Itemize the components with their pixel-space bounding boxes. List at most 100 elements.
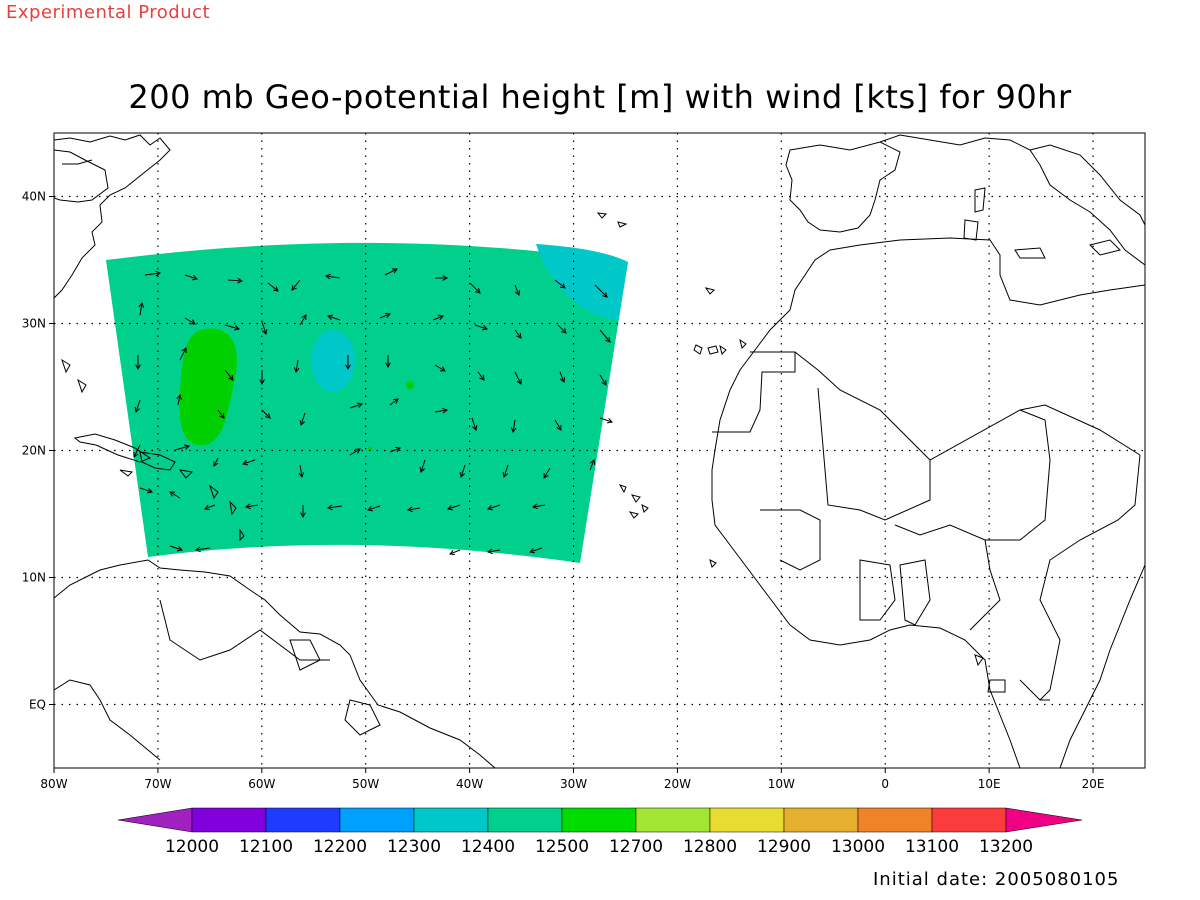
wind-arrow [300,505,306,519]
colorbar-segment [931,807,1007,833]
wind-arrow [242,459,256,466]
wind-arrow [299,314,307,326]
wind-arrow [213,457,219,467]
wind-arrow [554,419,562,431]
wind-arrow [227,277,244,284]
longitude-tick-label: 80W [40,777,67,791]
colorbar-label: 13200 [979,837,1033,857]
colorbar-segment [709,807,785,833]
latitude-axis-labels: 40N 30N 20N 10N EQ [22,190,54,712]
wind-arrow [459,464,466,478]
wind-arrow [169,545,183,552]
wind-arrow [514,284,521,296]
low-height-region-central [311,330,355,392]
latitude-tick-label: EQ [29,698,46,712]
low-height-region-northeast [536,244,628,320]
wind-arrow [204,504,216,511]
wind-arrow [144,270,162,277]
longitude-tick-label: 10E [978,777,1001,791]
wind-arrow [557,324,567,334]
colorbar-label: 12300 [387,837,441,857]
colorbar-segment [635,807,711,833]
wind-arrow [324,273,341,280]
colorbar-segment [783,807,859,833]
wind-arrow [261,321,268,335]
wind-arrow [267,282,279,292]
wind-arrow [135,355,141,371]
wind-arrow [327,314,341,321]
wind-arrow [326,504,343,511]
wind-arrow [194,546,211,553]
wind-arrow [184,274,198,281]
longitude-tick-label: 0 [881,777,889,791]
wind-arrow [184,317,196,325]
wind-arrow [434,407,449,414]
wind-arrow [559,371,566,383]
small-high-spot [406,381,414,389]
longitude-tick-label: 20W [664,777,691,791]
wind-arrow [349,402,363,409]
colorbar-label: 12500 [535,837,589,857]
longitude-tick-label: 40W [456,777,483,791]
colorbar-label: 12400 [461,837,515,857]
colorbar-label: 12900 [757,837,811,857]
colorbar-segment [487,807,563,833]
wind-arrow [133,444,141,458]
latitude-tick-label: 30N [22,317,46,331]
wind-arrow [599,329,611,343]
wind-arrow [217,409,225,419]
chart-title: 200 mb Geo-potential height [m] with win… [128,78,1072,116]
experimental-product-label: Experimental Product [6,2,211,23]
wind-arrow [244,503,259,510]
colorbar-segment [561,807,637,833]
wind-arrow [554,279,566,289]
colorbar-label: 12200 [313,837,367,857]
wind-arrow [259,370,265,386]
longitude-tick-label: 50W [352,777,379,791]
wind-arrow [298,464,305,479]
wind-arrow [471,417,478,431]
wind-arrow [531,503,546,510]
wind-arrow [477,371,485,381]
wind-arrow [385,355,391,369]
wind-vectors [133,268,613,556]
colorbar-label: 13000 [831,837,885,857]
colorbar-label: 12100 [239,837,293,857]
colorbar-label: 12000 [165,837,219,857]
wind-arrow [224,324,241,331]
map-gridlines [54,133,1145,768]
wind-arrow [138,301,145,316]
colorbar-label: 13100 [905,837,959,857]
colorbar-segment [857,807,933,833]
wind-arrow [389,398,399,406]
wind-arrow [599,374,607,386]
wind-arrow [469,282,481,294]
wind-arrow [345,355,351,371]
wind-arrow [419,459,426,473]
colorbar-segment [191,807,267,833]
wind-arrow [299,412,306,426]
wind-arrow [174,444,191,451]
colorbar-label: 12800 [683,837,737,857]
wind-arrow [176,393,182,406]
colorbar-segment [265,807,341,833]
wind-arrow [139,487,153,494]
wind-arrow [449,549,461,556]
wind-arrow [291,279,301,291]
latitude-tick-label: 10N [22,571,46,585]
longitude-tick-label: 20E [1082,777,1105,791]
colorbar-label: 12700 [609,837,663,857]
longitude-axis-labels: 80W 70W 60W 50W 40W 30W 20W 10W 0 10E 20E [40,768,1104,791]
wind-arrow [486,548,501,555]
wind-arrow [134,399,141,413]
initial-date-label: Initial date: 2005080105 [873,869,1120,890]
wind-arrow [261,409,271,419]
wind-arrow [514,371,522,385]
wind-arrow [529,547,543,554]
longitude-tick-label: 10W [768,777,795,791]
wind-arrow [406,506,421,513]
latitude-tick-label: 40N [22,190,46,204]
wind-arrow [435,275,449,281]
wind-arrow [169,491,181,499]
colorbar-segment [339,807,415,833]
